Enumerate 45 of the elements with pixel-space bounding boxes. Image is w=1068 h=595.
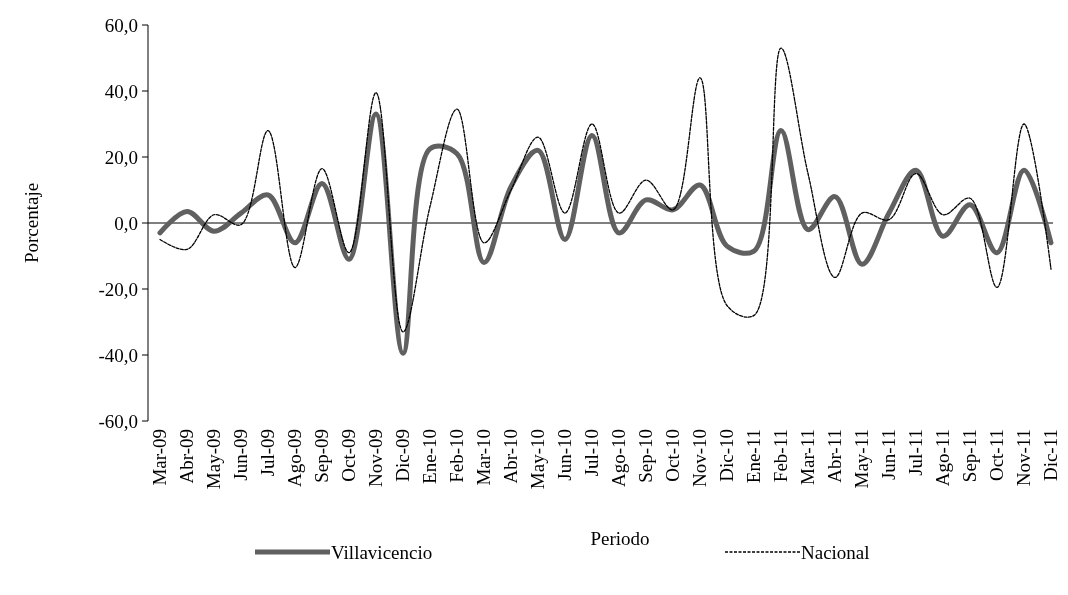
x-tick-label: May-11 xyxy=(851,429,872,489)
y-tick-label: 20,0 xyxy=(104,146,138,168)
x-tick-label: Oct-11 xyxy=(986,429,1007,482)
x-tick-label: Ago-10 xyxy=(608,429,629,488)
legend-label: Nacional xyxy=(801,541,870,563)
x-tick-label: Abr-11 xyxy=(824,429,845,483)
x-tick-label: Oct-10 xyxy=(662,429,683,482)
x-tick-label: Dic-11 xyxy=(1040,429,1061,482)
x-tick-label: Abr-10 xyxy=(500,429,521,484)
y-tick-label: 40,0 xyxy=(104,80,138,102)
x-tick-label: Ago-11 xyxy=(932,429,953,487)
x-tick-label: Dic-09 xyxy=(392,429,413,482)
y-tick-label: 0,0 xyxy=(114,212,138,234)
x-tick-label: Nov-11 xyxy=(1013,429,1034,487)
x-tick-label: Nov-09 xyxy=(365,429,386,488)
x-tick-label: May-09 xyxy=(203,429,224,490)
y-axis-title: Porcentaje xyxy=(21,182,42,264)
x-tick-label: Ene-10 xyxy=(419,429,440,484)
y-tick-label: -60,0 xyxy=(98,410,138,432)
x-tick-label: Mar-11 xyxy=(797,429,818,485)
x-tick-label: Jun-09 xyxy=(230,429,251,481)
x-tick-label: Oct-09 xyxy=(338,429,359,482)
x-tick-label: Sep-11 xyxy=(959,429,980,483)
x-tick-label: Sep-09 xyxy=(311,429,332,483)
y-tick-label: -20,0 xyxy=(98,278,138,300)
x-tick-label: Nov-10 xyxy=(689,429,710,488)
legend-label: Villavicencio xyxy=(331,541,433,563)
x-tick-label: Dic-10 xyxy=(716,429,737,482)
x-tick-label: Feb-11 xyxy=(770,429,791,483)
x-tick-label: Abr-09 xyxy=(176,429,197,484)
y-tick-label: 60,0 xyxy=(104,14,138,36)
x-tick-label: Ago-09 xyxy=(284,429,305,488)
x-tick-label: Jul-11 xyxy=(905,429,926,476)
x-tick-label: Feb-10 xyxy=(446,429,467,483)
x-tick-label: Sep-10 xyxy=(635,429,656,483)
y-tick-label: -40,0 xyxy=(98,344,138,366)
x-axis-title: Periodo xyxy=(590,528,650,549)
x-tick-label: Jul-10 xyxy=(581,429,602,477)
x-tick-label: Jun-10 xyxy=(554,429,575,481)
x-tick-label: Jul-09 xyxy=(257,429,278,477)
x-tick-label: Jun-11 xyxy=(878,429,899,481)
x-tick-label: May-10 xyxy=(527,429,548,490)
x-tick-label: Mar-10 xyxy=(473,429,494,486)
x-tick-label: Ene-11 xyxy=(743,429,764,484)
x-tick-label: Mar-09 xyxy=(149,429,170,486)
